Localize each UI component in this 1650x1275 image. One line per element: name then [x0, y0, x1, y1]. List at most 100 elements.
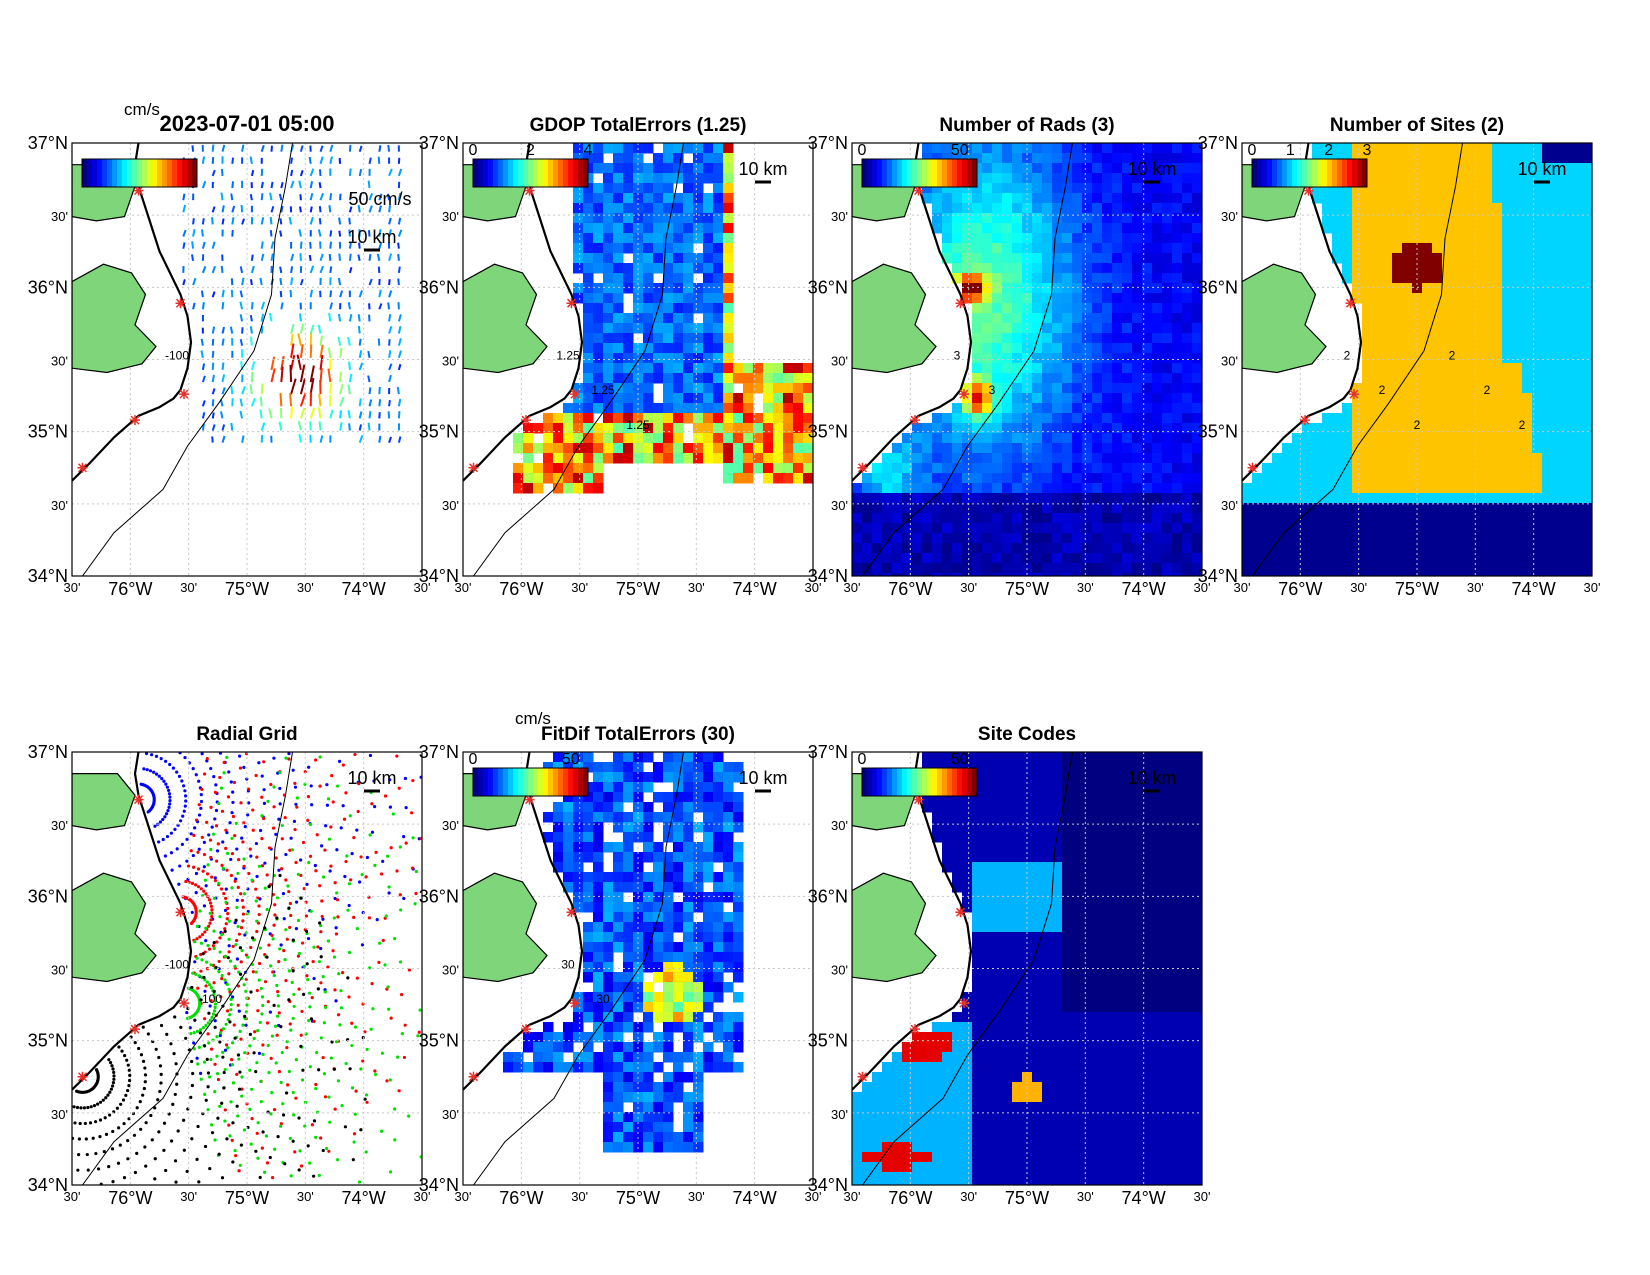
radial-point	[240, 1087, 244, 1091]
current-arrow	[231, 181, 235, 189]
data-cell	[623, 243, 634, 254]
data-cell	[1042, 353, 1053, 364]
data-cell	[932, 143, 943, 154]
data-cell	[673, 403, 684, 414]
data-cell	[653, 293, 664, 304]
data-cell	[1122, 493, 1133, 504]
current-arrow	[329, 156, 333, 165]
data-cell	[1082, 473, 1093, 484]
data-cell	[1362, 303, 1373, 314]
radial-point	[250, 1117, 254, 1121]
data-cell	[1302, 523, 1313, 534]
radial-point	[289, 913, 293, 918]
data-cell	[1112, 163, 1123, 174]
current-arrow	[200, 350, 204, 358]
data-cell	[1462, 423, 1473, 434]
data-cell	[703, 373, 714, 384]
data-cell	[1482, 423, 1493, 434]
data-cell	[1392, 423, 1403, 434]
data-cell	[1162, 283, 1173, 294]
data-cell	[912, 563, 923, 574]
data-cell	[1502, 463, 1513, 474]
data-cell	[1522, 443, 1533, 454]
data-cell	[1032, 403, 1043, 414]
radial-point	[411, 778, 415, 783]
data-cell	[882, 493, 893, 504]
data-cell	[733, 463, 744, 474]
colorbar-swatch	[947, 159, 953, 187]
colorbar-swatch	[583, 159, 589, 187]
data-cell	[862, 543, 873, 554]
data-cell	[1482, 293, 1493, 304]
data-cell	[962, 543, 973, 554]
data-cell	[1372, 393, 1383, 404]
data-cell	[1262, 573, 1273, 576]
data-cell	[1172, 443, 1183, 454]
data-cell	[1132, 433, 1143, 444]
data-cell	[723, 363, 734, 374]
current-arrow	[221, 205, 225, 213]
data-cell	[1122, 553, 1133, 564]
radial-point	[290, 980, 294, 985]
data-cell	[892, 473, 903, 484]
data-cell	[1162, 143, 1173, 154]
current-arrow	[309, 324, 315, 334]
data-cell	[902, 433, 913, 444]
data-cell	[1562, 553, 1573, 564]
data-cell	[1052, 163, 1063, 174]
data-cell	[1512, 543, 1523, 554]
data-cell	[1432, 453, 1443, 464]
data-cell	[1492, 273, 1503, 284]
radial-point	[225, 1137, 229, 1141]
data-cell	[1382, 353, 1393, 364]
data-cell	[1012, 243, 1023, 254]
radial-point	[312, 1019, 316, 1023]
radial-point	[290, 848, 294, 852]
current-arrow	[367, 375, 371, 383]
data-cell	[1162, 523, 1173, 534]
data-cell	[1572, 143, 1583, 154]
data-cell	[952, 453, 963, 464]
data-cell	[1522, 203, 1533, 214]
data-cell	[1482, 513, 1493, 524]
radial-point	[162, 1148, 166, 1152]
data-cell	[1142, 193, 1153, 204]
radial-point	[220, 933, 224, 937]
radial-point	[236, 984, 241, 988]
data-cell	[1472, 283, 1483, 294]
radial-point	[191, 865, 196, 869]
current-arrow	[211, 241, 216, 249]
data-cell	[1102, 193, 1113, 204]
data-cell	[1072, 233, 1083, 244]
data-cell	[1002, 273, 1013, 284]
radial-point	[213, 876, 217, 880]
radial-point	[262, 760, 266, 764]
radial-point	[365, 1100, 369, 1104]
data-cell	[1162, 223, 1173, 234]
data-cell	[1342, 183, 1353, 194]
map-area-nrads: 33	[852, 143, 1202, 576]
current-arrow	[211, 374, 215, 383]
data-cell	[1392, 493, 1403, 504]
data-cell	[1532, 343, 1543, 354]
data-cell	[1462, 343, 1473, 354]
data-cell	[1052, 413, 1063, 424]
data-cell	[573, 443, 584, 454]
radial-point	[336, 915, 340, 919]
data-cell	[992, 143, 1003, 154]
radial-point	[198, 935, 202, 939]
data-cell	[1162, 183, 1173, 194]
data-cell	[1002, 253, 1013, 264]
data-cell	[1342, 483, 1353, 494]
data-cell	[902, 463, 913, 474]
data-cell	[1372, 183, 1383, 194]
data-cell	[1312, 473, 1323, 484]
data-cell	[1552, 283, 1563, 294]
data-cell	[1132, 553, 1143, 564]
data-cell	[1512, 573, 1523, 576]
colorbar-swatch	[503, 159, 509, 187]
data-cell	[1552, 323, 1563, 334]
data-cell	[1012, 173, 1023, 184]
data-cell	[1452, 403, 1463, 414]
current-arrow	[339, 384, 344, 395]
